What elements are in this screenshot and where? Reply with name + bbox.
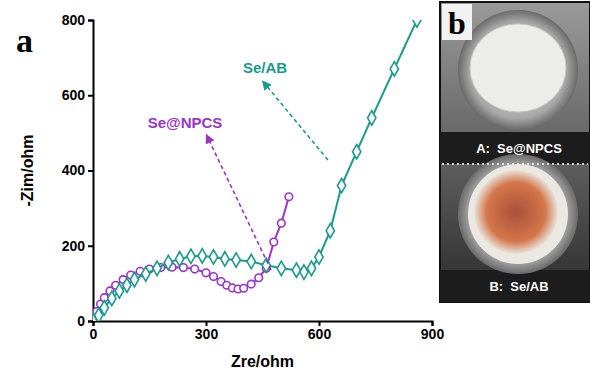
tick-label: 300 bbox=[195, 326, 219, 342]
marker bbox=[300, 265, 308, 279]
axis-line bbox=[88, 21, 94, 322]
y-axis-title: -Zim/ohm bbox=[19, 135, 36, 207]
marker bbox=[164, 255, 172, 269]
tick-mark bbox=[88, 170, 93, 172]
marker bbox=[175, 252, 183, 266]
marker bbox=[209, 250, 217, 264]
photo-frame bbox=[440, 2, 590, 302]
tick: 200 bbox=[62, 238, 93, 254]
marker bbox=[202, 269, 210, 277]
marker bbox=[247, 280, 255, 288]
marker bbox=[100, 301, 108, 315]
plot: 0 300 600 900 0 200 400 600 800 Zre/ohm -Zim/ohm Se… bbox=[19, 12, 444, 370]
tick-mark bbox=[88, 321, 93, 323]
marker bbox=[390, 62, 398, 76]
marker bbox=[413, 20, 421, 27]
marker bbox=[307, 261, 315, 275]
series-label: Se/AB bbox=[243, 59, 287, 76]
tick-mark bbox=[88, 95, 93, 97]
tick: 300 bbox=[195, 321, 219, 342]
label-box bbox=[442, 4, 472, 40]
tick: 800 bbox=[62, 12, 93, 28]
marker bbox=[221, 252, 229, 266]
photo: A: Se@NPCS B: Se/AB b bbox=[440, 2, 590, 302]
tick: 600 bbox=[62, 87, 93, 103]
marker bbox=[142, 267, 150, 281]
marker bbox=[187, 249, 195, 263]
tick-label: 900 bbox=[421, 326, 445, 342]
tick-label: 0 bbox=[77, 313, 85, 329]
x-axis-title: Zre/ohm bbox=[231, 353, 294, 370]
x-axis: 0 300 600 900 bbox=[90, 321, 445, 342]
series-line bbox=[93, 20, 417, 321]
label-arrow bbox=[265, 84, 328, 160]
marker bbox=[326, 223, 334, 237]
cell-disc bbox=[458, 154, 578, 274]
label-arrow bbox=[208, 138, 271, 270]
marker bbox=[270, 238, 278, 246]
marker bbox=[315, 250, 323, 264]
panel-label: b bbox=[448, 5, 466, 41]
caption-band bbox=[440, 270, 590, 302]
marker bbox=[130, 272, 138, 286]
marker bbox=[285, 193, 293, 201]
tick: 0 bbox=[77, 313, 93, 329]
marker bbox=[191, 265, 199, 273]
stain bbox=[474, 170, 558, 254]
tick: 0 bbox=[90, 321, 98, 342]
tick-label: 0 bbox=[90, 326, 98, 342]
figure: 0 300 600 900 0 200 400 600 800 Zre/ohm -Zim/ohm Se… bbox=[0, 0, 590, 385]
tick: 900 bbox=[421, 321, 445, 342]
marker bbox=[247, 254, 255, 268]
cell-disc bbox=[458, 10, 578, 130]
data-area bbox=[93, 20, 421, 321]
marker bbox=[277, 261, 285, 275]
tick: 400 bbox=[62, 162, 93, 178]
separator bbox=[468, 164, 568, 264]
tick: 600 bbox=[308, 321, 332, 342]
tick-mark bbox=[88, 245, 93, 247]
tick-label: 400 bbox=[62, 162, 86, 178]
marker bbox=[255, 274, 263, 282]
photo-caption: A: Se@NPCS bbox=[476, 141, 562, 156]
tick-label: 200 bbox=[62, 238, 86, 254]
series-label: Se@NPCS bbox=[148, 114, 223, 131]
photo-caption: B: Se/AB bbox=[489, 279, 548, 294]
separator bbox=[470, 24, 566, 112]
marker bbox=[240, 284, 248, 292]
marker bbox=[153, 261, 161, 275]
axis-line bbox=[94, 322, 433, 327]
tick-mark bbox=[88, 20, 93, 22]
tick-label: 800 bbox=[62, 12, 86, 28]
marker bbox=[232, 253, 240, 267]
marker bbox=[278, 219, 286, 227]
marker bbox=[368, 111, 376, 125]
marker bbox=[210, 273, 218, 281]
series-line bbox=[93, 197, 289, 321]
marker bbox=[353, 144, 361, 158]
panel-label: a bbox=[16, 22, 33, 59]
marker bbox=[292, 263, 300, 277]
tick-label: 600 bbox=[308, 326, 332, 342]
tick-label: 600 bbox=[62, 87, 86, 103]
divider bbox=[442, 163, 588, 165]
marker bbox=[337, 178, 345, 192]
marker bbox=[198, 249, 206, 263]
y-axis: 0 200 400 600 800 bbox=[62, 12, 94, 329]
marker bbox=[108, 291, 116, 305]
